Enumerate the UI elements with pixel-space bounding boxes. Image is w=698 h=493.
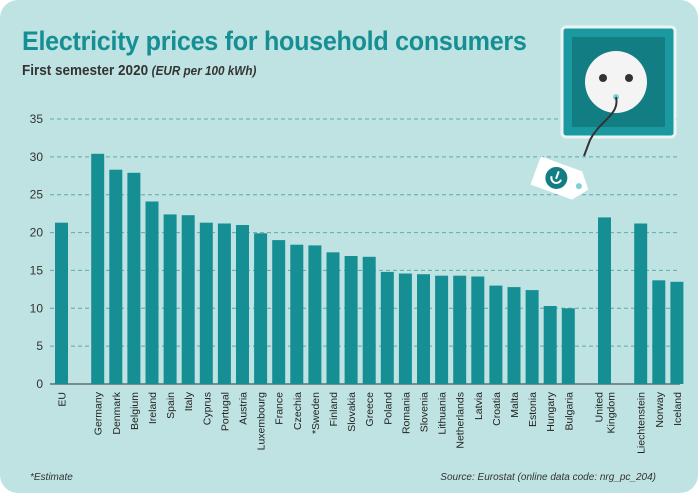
x-axis-labels: EU Germany Denmark Belgium Ireland Spain Italy… [57,391,684,454]
bars [55,153,684,384]
x-tick-label: Latvia [473,392,485,420]
bar-netherlands [453,275,467,384]
x-tick-label: Hungary [545,391,557,431]
y-tick-label: 15 [30,263,44,277]
power-icon-arc [550,175,562,184]
x-tick-label: Ireland [147,392,159,424]
x-tick-label: Portugal [219,392,231,431]
bar-greece [362,256,376,384]
bar-italy [181,215,195,384]
x-tick-label: Iceland [672,392,684,426]
chart-subtitle: First semester 2020 (EUR per 100 kWh) [22,62,256,79]
y-tick-label: 35 [30,112,44,126]
bar-denmark [109,169,123,384]
x-tick-label: Netherlands [455,392,467,449]
y-tick-label: 0 [36,377,43,391]
x-tick-label: Poland [382,392,394,425]
bar-cyprus [199,222,213,384]
x-tick-label: Estonia [527,392,539,427]
x-tick-label: Liechtenstein [636,392,648,454]
subtitle-text: First semester 2020 [22,62,149,79]
y-tick-label: 20 [30,226,44,240]
x-tick-label: France [274,392,286,425]
bar-romania [398,273,412,384]
y-tick-label: 10 [30,301,44,315]
tag-hole [575,183,582,190]
bar-finland [326,252,340,384]
power-icon-line [555,171,560,180]
x-tick-label: Germany [93,391,105,435]
x-tick-label: EU [57,392,69,407]
bar-iceland [670,281,684,384]
x-tick-label: Austria [238,392,250,425]
socket-hole-right [625,74,633,82]
source-note: Source: Eurostat (online data code: nrg_… [440,472,656,483]
x-tick-label: Slovenia [419,392,431,432]
y-axis-labels: 0 5 10 15 20 25 30 35 [30,112,44,391]
bar-spain [163,214,177,384]
bar-united-kingdom [598,217,611,384]
tag-string [583,96,618,157]
x-tick-label: Romania [400,392,412,434]
bar-estonia [525,290,539,384]
x-tick-label: Greece [364,392,376,427]
socket-hole-left [599,74,607,82]
subtitle-unit: (EUR per 100 kWh) [151,63,257,78]
bar-hungary [543,306,557,384]
price-tag [530,156,589,200]
x-tick-label: Czechia [292,392,304,430]
y-tick-label: 25 [30,188,44,202]
x-tick-label: Italy [183,391,195,411]
bar-ireland [145,201,159,384]
bar-croatia [489,285,503,384]
x-tick-label: Denmark [111,391,123,434]
bar-sweden [308,245,322,384]
bar-latvia [471,276,485,384]
x-tick-label: Slovakia [346,392,358,432]
footnote: *Estimate [30,472,73,483]
chart-title: Electricity prices for household consume… [22,26,527,56]
x-tick-label: Lithuania [437,392,449,435]
x-tick-label: Bulgaria [563,392,575,431]
y-tick-label: 30 [30,150,44,164]
bar-france [272,240,286,384]
x-tick-label: Kingdom [606,392,618,434]
bar-poland [380,271,394,384]
bar-lithuania [435,275,449,384]
x-tick-label: Cyprus [201,392,213,425]
x-tick-label: Malta [509,392,521,418]
socket-plug-icon [530,25,677,200]
bar-slovenia [417,274,430,384]
bar-germany [91,153,105,384]
x-tick-label: Belgium [129,392,141,430]
x-tick-label: Luxembourg [256,392,268,451]
x-tick-label: Finland [328,392,340,427]
x-tick-label: Croatia [491,392,503,426]
x-tick-label: Spain [165,392,177,419]
bar-bulgaria [561,308,575,384]
bar-luxembourg [254,233,268,384]
y-tick-label: 5 [36,339,43,353]
bar-norway [652,280,666,384]
bar-portugal [217,223,231,384]
bar-belgium [127,172,141,384]
x-tick-label: United [594,392,606,423]
x-tick-label: Norway [654,391,666,427]
bar-malta [507,287,521,384]
x-tick-label: *Sweden [310,392,322,434]
bar-eu [55,222,68,384]
socket-face [585,51,647,113]
bar-austria [236,225,249,384]
bar-slovakia [344,256,358,384]
bar-czechia [290,244,304,384]
bar-liechtenstein [634,223,648,384]
